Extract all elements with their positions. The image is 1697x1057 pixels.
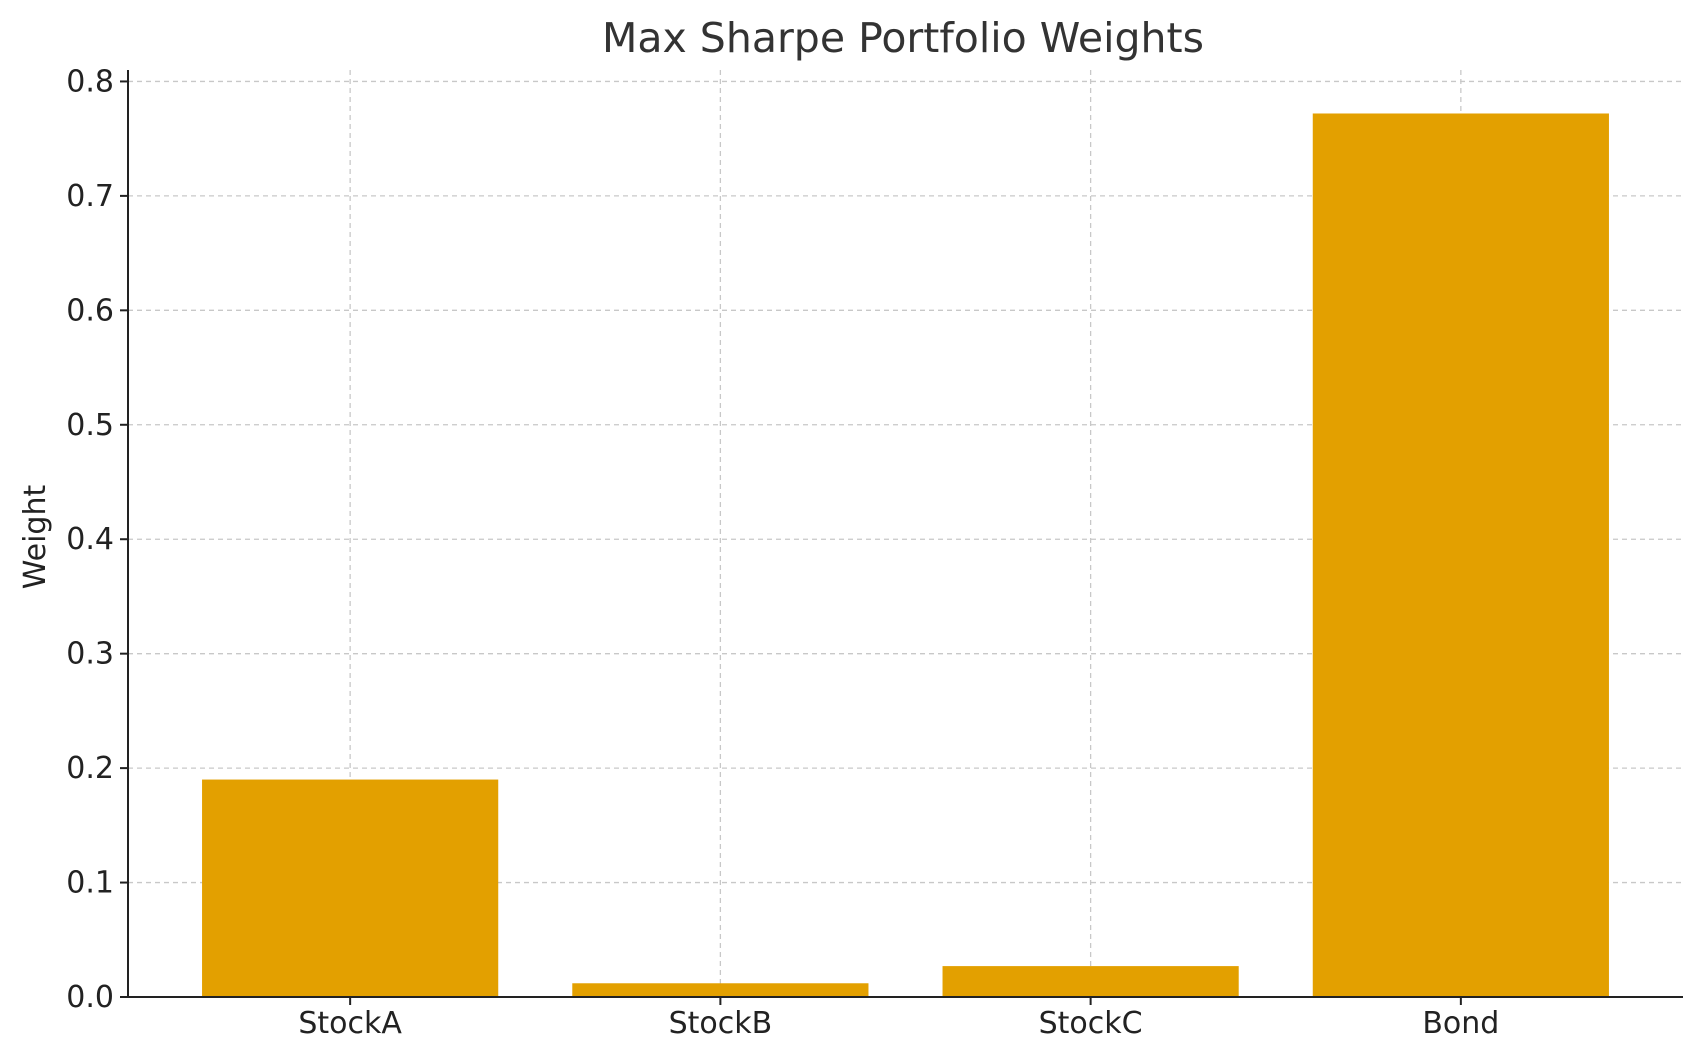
x-tick-label: StockC [1039, 1006, 1143, 1041]
x-tick-label: Bond [1422, 1006, 1499, 1041]
bar-stockc [942, 966, 1239, 997]
y-tick-label: 0.6 [66, 293, 114, 328]
bar-layer [202, 113, 1609, 997]
chart-title: Max Sharpe Portfolio Weights [602, 14, 1204, 62]
y-tick-label: 0.8 [66, 64, 114, 99]
y-tick-label: 0.3 [66, 637, 114, 672]
bar-stockb [572, 983, 869, 997]
bar-bond [1312, 113, 1609, 997]
x-tick-label: StockB [669, 1006, 773, 1041]
axis-layer: 0.0 0.1 0.2 0.3 0.4 0.5 0.6 0.7 0.8 StockA StockB S… [66, 64, 1683, 1041]
y-axis-label: Weight [18, 485, 53, 590]
x-tick-label: StockA [298, 1006, 402, 1041]
y-tick-label: 0.5 [66, 408, 114, 443]
y-tick-label: 0.1 [66, 866, 114, 901]
bar-stocka [202, 779, 499, 997]
y-tick-label: 0.0 [66, 980, 114, 1015]
y-tick-label: 0.4 [66, 522, 114, 557]
y-tick-label: 0.2 [66, 751, 114, 786]
y-tick-label: 0.7 [66, 179, 114, 214]
